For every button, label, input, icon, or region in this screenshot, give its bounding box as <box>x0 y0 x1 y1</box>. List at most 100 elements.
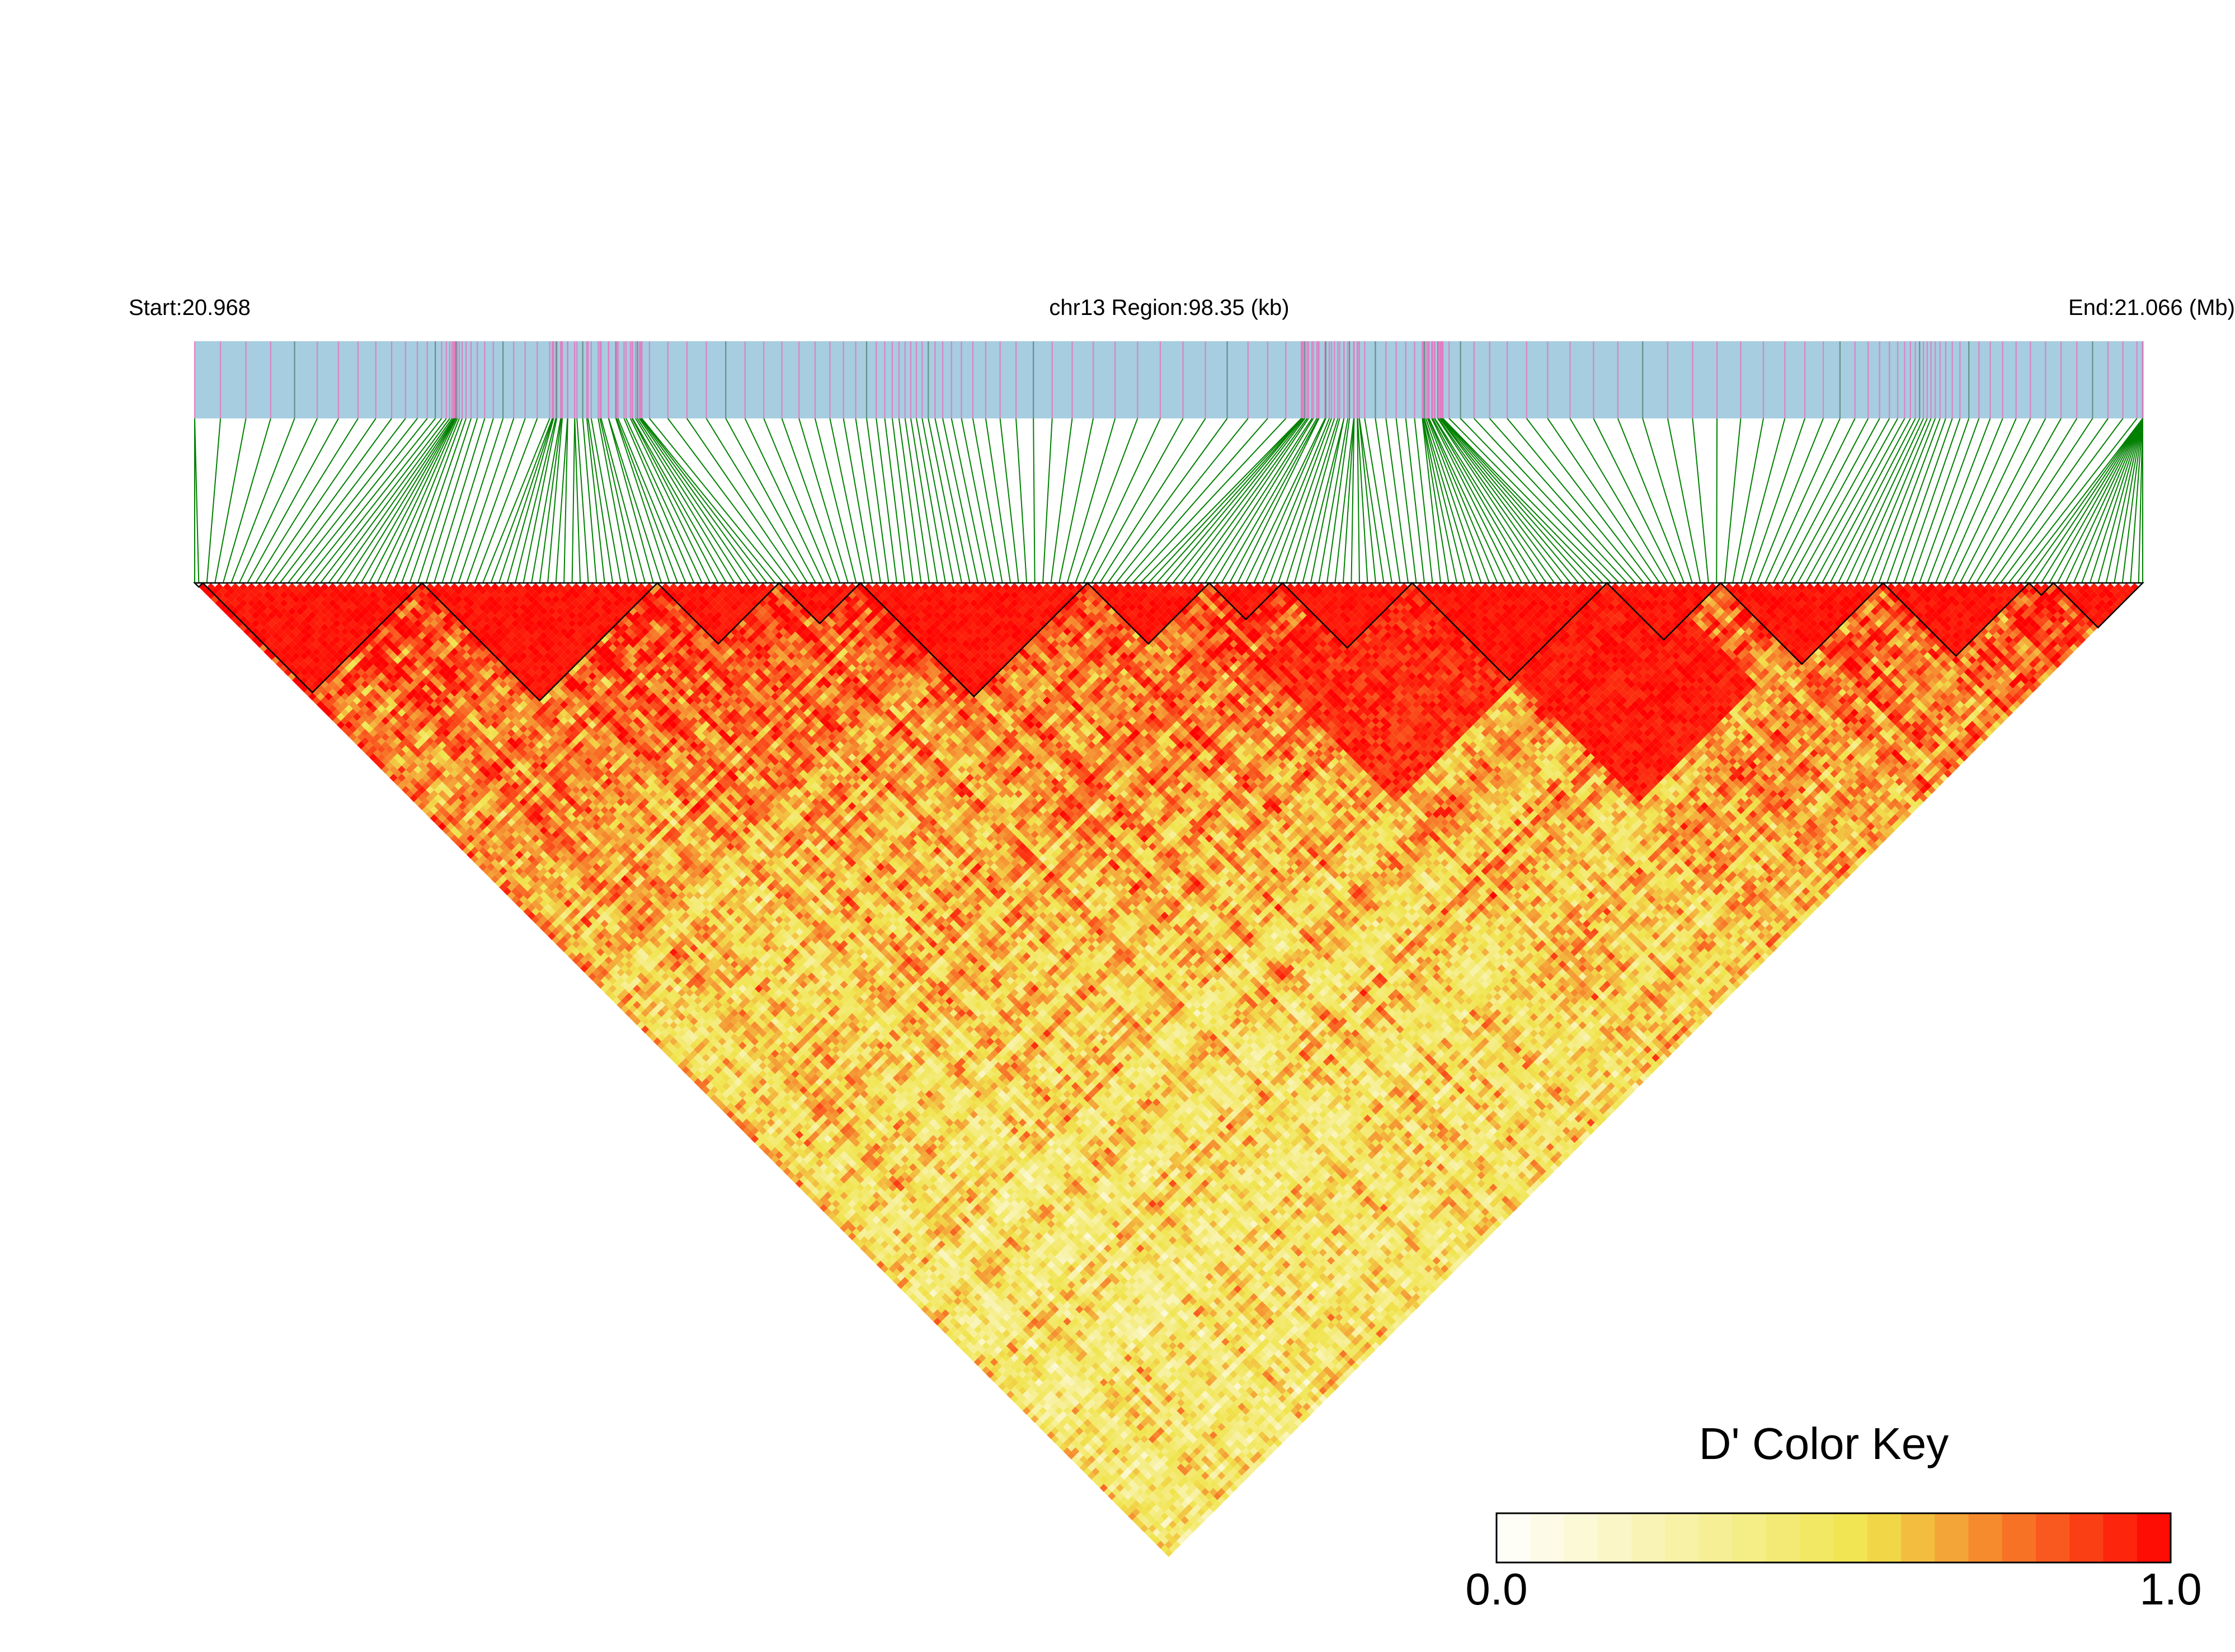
ld-cell <box>503 879 511 888</box>
ld-cell <box>986 1370 995 1378</box>
ld-cell <box>596 964 605 973</box>
snp-connector <box>1269 418 1332 583</box>
snp-connector <box>1968 418 2062 583</box>
snp-connector <box>1015 418 1028 583</box>
ld-cell <box>1055 1423 1064 1432</box>
ld-cell <box>381 757 390 766</box>
ld-cell <box>559 936 568 944</box>
snp-connector <box>1569 418 1669 583</box>
ld-cell <box>243 619 252 628</box>
ld-cell <box>836 1212 844 1220</box>
ld-cell <box>584 952 592 961</box>
snp-connector <box>506 418 554 583</box>
ld-cell <box>211 595 219 604</box>
ld-cell <box>698 1082 707 1090</box>
snp-connector <box>263 418 377 583</box>
ld-cell <box>511 879 520 888</box>
ld-cell <box>750 1118 759 1127</box>
snp-connector <box>1395 418 1417 583</box>
ld-cell <box>629 1005 637 1013</box>
ld-cell <box>239 623 248 632</box>
ld-cell <box>787 1163 796 1171</box>
ld-cell <box>998 1374 1006 1383</box>
snp-connector <box>951 418 987 583</box>
snp-connector <box>1448 418 1612 583</box>
snp-connector <box>279 418 406 583</box>
ld-cell <box>1083 1459 1092 1468</box>
ld-cell <box>1099 1467 1108 1476</box>
snp-connector <box>590 418 622 583</box>
ld-cell <box>661 1029 670 1038</box>
snp-connector <box>1375 418 1401 583</box>
ld-cell <box>446 830 455 839</box>
ld-heatmap-cells <box>199 583 2139 1557</box>
ld-cell <box>243 627 252 636</box>
snp-connector <box>1286 418 1339 583</box>
ld-cell <box>718 1086 727 1095</box>
ld-cell <box>552 920 560 928</box>
snp-connector <box>884 418 906 583</box>
ld-cell <box>600 985 609 993</box>
snp-connector <box>1617 418 1685 583</box>
ld-cell <box>271 639 280 648</box>
ld-cell <box>1022 1399 1031 1407</box>
snp-connector <box>843 418 873 583</box>
ld-cell <box>515 891 524 900</box>
ld-cell <box>848 1216 857 1225</box>
ld-cell <box>1034 1410 1043 1419</box>
ld-cell <box>633 1009 641 1018</box>
ld-cell <box>957 1325 966 1334</box>
snp-connector <box>898 418 922 583</box>
ld-cell <box>613 989 621 997</box>
ld-cell <box>1047 1423 1055 1432</box>
ld-cell <box>973 1350 982 1358</box>
ld-cell <box>1018 1386 1027 1395</box>
ld-cell <box>531 907 540 916</box>
ld-cell <box>450 826 459 835</box>
ld-cell <box>247 623 256 632</box>
ld-cell <box>962 1345 970 1354</box>
snp-connector <box>744 418 825 583</box>
ld-cell <box>617 992 625 1001</box>
ld-cell <box>491 875 500 883</box>
ld-cell <box>320 704 329 713</box>
ld-cell <box>308 676 317 685</box>
ld-cell <box>365 733 374 741</box>
ld-cell <box>316 684 325 693</box>
ld-cell <box>665 1033 674 1042</box>
ld-cell <box>576 960 585 969</box>
ld-cell <box>223 591 232 600</box>
ld-cell <box>710 1078 718 1086</box>
snp-connector <box>1943 418 2017 583</box>
ld-cell <box>917 1284 925 1293</box>
ld-cell <box>1091 1467 1100 1476</box>
ld-cell <box>795 1179 804 1188</box>
ld-cell <box>690 1074 698 1082</box>
ld-cell <box>365 749 374 757</box>
snp-connector <box>2065 418 2143 583</box>
ld-cell <box>994 1362 1003 1371</box>
snp-connector <box>1196 418 1309 583</box>
ld-cell <box>827 1196 836 1204</box>
ld-cell <box>641 1025 650 1034</box>
ld-cell <box>401 778 410 786</box>
ld-cell <box>1083 1467 1092 1476</box>
ld-cell <box>491 867 500 876</box>
ld-cell <box>852 1228 860 1236</box>
ld-cell <box>998 1382 1006 1391</box>
snp-connector <box>1789 418 1880 583</box>
ld-cell <box>373 741 382 750</box>
ld-cell <box>613 980 621 989</box>
snp-connector <box>1441 418 1579 583</box>
ld-cell <box>539 907 548 916</box>
snp-connector <box>1358 418 1376 583</box>
ld-cell <box>661 1037 670 1046</box>
header-start-label: Start:20.968 <box>129 295 251 321</box>
ld-cell <box>722 1090 731 1099</box>
snp-connector <box>855 418 881 583</box>
ld-cell <box>665 1041 674 1050</box>
snp-connector <box>1414 418 1433 583</box>
ld-cell <box>896 1264 905 1273</box>
ld-cell <box>953 1338 962 1346</box>
snp-connector <box>1437 418 1547 583</box>
